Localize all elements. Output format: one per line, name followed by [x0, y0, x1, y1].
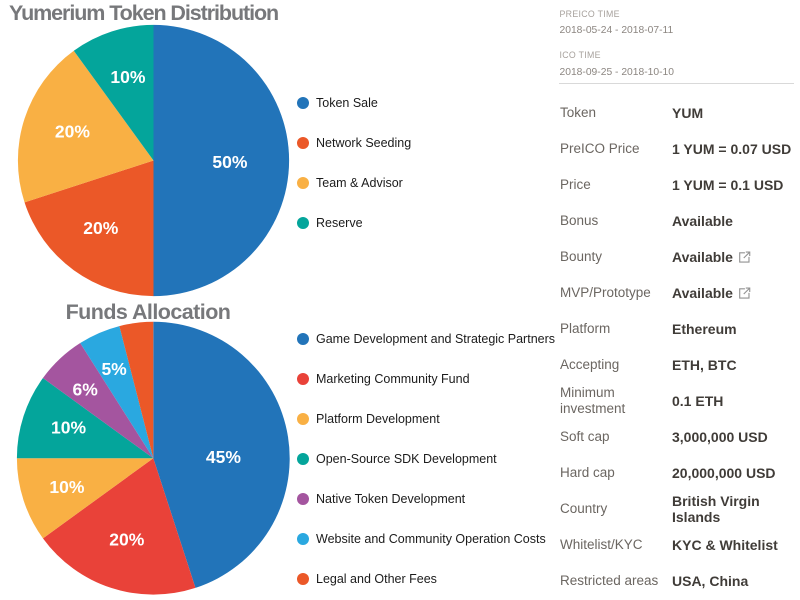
svg-text:20%: 20%	[83, 218, 118, 238]
svg-text:10%: 10%	[51, 417, 86, 437]
svg-text:10%: 10%	[49, 477, 84, 497]
svg-text:6%: 6%	[73, 380, 99, 400]
svg-text:45%: 45%	[206, 447, 241, 467]
svg-text:5%: 5%	[101, 359, 127, 379]
svg-text:10%: 10%	[110, 67, 145, 87]
svg-text:50%: 50%	[212, 152, 247, 172]
svg-text:20%: 20%	[55, 121, 90, 141]
svg-text:20%: 20%	[109, 529, 144, 549]
